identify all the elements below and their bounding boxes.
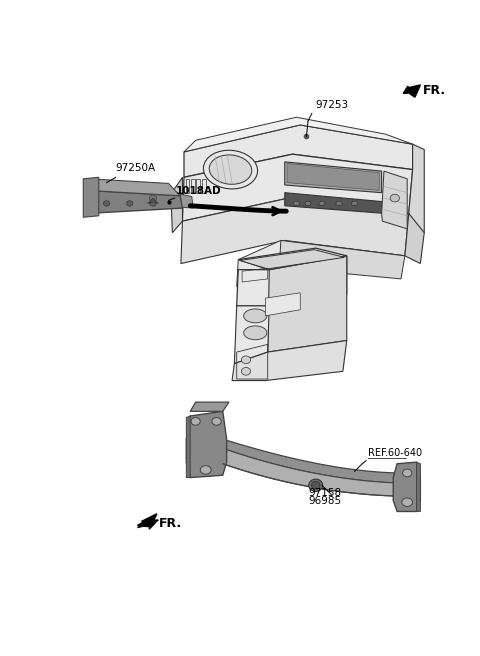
Polygon shape bbox=[232, 340, 347, 380]
Ellipse shape bbox=[402, 498, 413, 506]
Ellipse shape bbox=[309, 479, 323, 491]
Ellipse shape bbox=[103, 201, 109, 206]
Text: 97158: 97158 bbox=[308, 487, 341, 498]
Polygon shape bbox=[190, 402, 229, 411]
Polygon shape bbox=[137, 516, 155, 527]
Polygon shape bbox=[405, 213, 424, 264]
Ellipse shape bbox=[149, 195, 156, 201]
Polygon shape bbox=[285, 162, 382, 193]
Ellipse shape bbox=[241, 356, 251, 363]
Text: 97250A: 97250A bbox=[116, 163, 156, 173]
Polygon shape bbox=[180, 194, 193, 208]
Polygon shape bbox=[287, 163, 379, 190]
Polygon shape bbox=[234, 306, 269, 363]
Polygon shape bbox=[87, 190, 182, 213]
Ellipse shape bbox=[127, 201, 133, 206]
Ellipse shape bbox=[403, 469, 412, 477]
Ellipse shape bbox=[305, 201, 311, 206]
Ellipse shape bbox=[293, 201, 300, 206]
Ellipse shape bbox=[200, 466, 211, 474]
Polygon shape bbox=[237, 256, 347, 306]
Polygon shape bbox=[265, 293, 300, 316]
Text: FR.: FR. bbox=[159, 518, 182, 530]
Polygon shape bbox=[223, 448, 397, 496]
Ellipse shape bbox=[336, 201, 342, 206]
Text: 1018AD: 1018AD bbox=[176, 186, 222, 195]
Polygon shape bbox=[184, 125, 413, 177]
Polygon shape bbox=[181, 198, 409, 264]
Polygon shape bbox=[83, 177, 99, 217]
Polygon shape bbox=[382, 171, 407, 229]
Ellipse shape bbox=[204, 150, 258, 189]
Ellipse shape bbox=[244, 309, 267, 323]
Ellipse shape bbox=[351, 201, 358, 206]
Ellipse shape bbox=[150, 201, 156, 206]
Polygon shape bbox=[407, 85, 420, 97]
Polygon shape bbox=[186, 411, 227, 478]
Polygon shape bbox=[237, 240, 405, 287]
Text: 97253: 97253 bbox=[316, 100, 349, 110]
Polygon shape bbox=[393, 462, 420, 512]
Ellipse shape bbox=[312, 482, 320, 489]
Ellipse shape bbox=[319, 201, 325, 206]
Polygon shape bbox=[268, 256, 347, 352]
Ellipse shape bbox=[212, 417, 221, 425]
Polygon shape bbox=[186, 416, 190, 478]
Text: FR.: FR. bbox=[423, 84, 446, 97]
Polygon shape bbox=[137, 518, 156, 529]
Ellipse shape bbox=[390, 194, 399, 202]
Polygon shape bbox=[182, 154, 413, 221]
Text: REF.60-640: REF.60-640 bbox=[368, 447, 422, 458]
Polygon shape bbox=[87, 179, 180, 195]
Ellipse shape bbox=[191, 417, 200, 425]
Polygon shape bbox=[279, 240, 405, 279]
Polygon shape bbox=[240, 250, 345, 269]
Text: 96985: 96985 bbox=[308, 496, 341, 506]
Polygon shape bbox=[147, 198, 158, 203]
Polygon shape bbox=[171, 177, 182, 233]
Ellipse shape bbox=[209, 155, 252, 184]
Polygon shape bbox=[409, 144, 424, 233]
Polygon shape bbox=[223, 439, 397, 483]
Polygon shape bbox=[417, 462, 420, 512]
Ellipse shape bbox=[241, 367, 251, 375]
Polygon shape bbox=[238, 248, 347, 270]
Polygon shape bbox=[142, 514, 158, 525]
Polygon shape bbox=[285, 193, 385, 213]
Polygon shape bbox=[184, 117, 413, 152]
Ellipse shape bbox=[244, 326, 267, 340]
